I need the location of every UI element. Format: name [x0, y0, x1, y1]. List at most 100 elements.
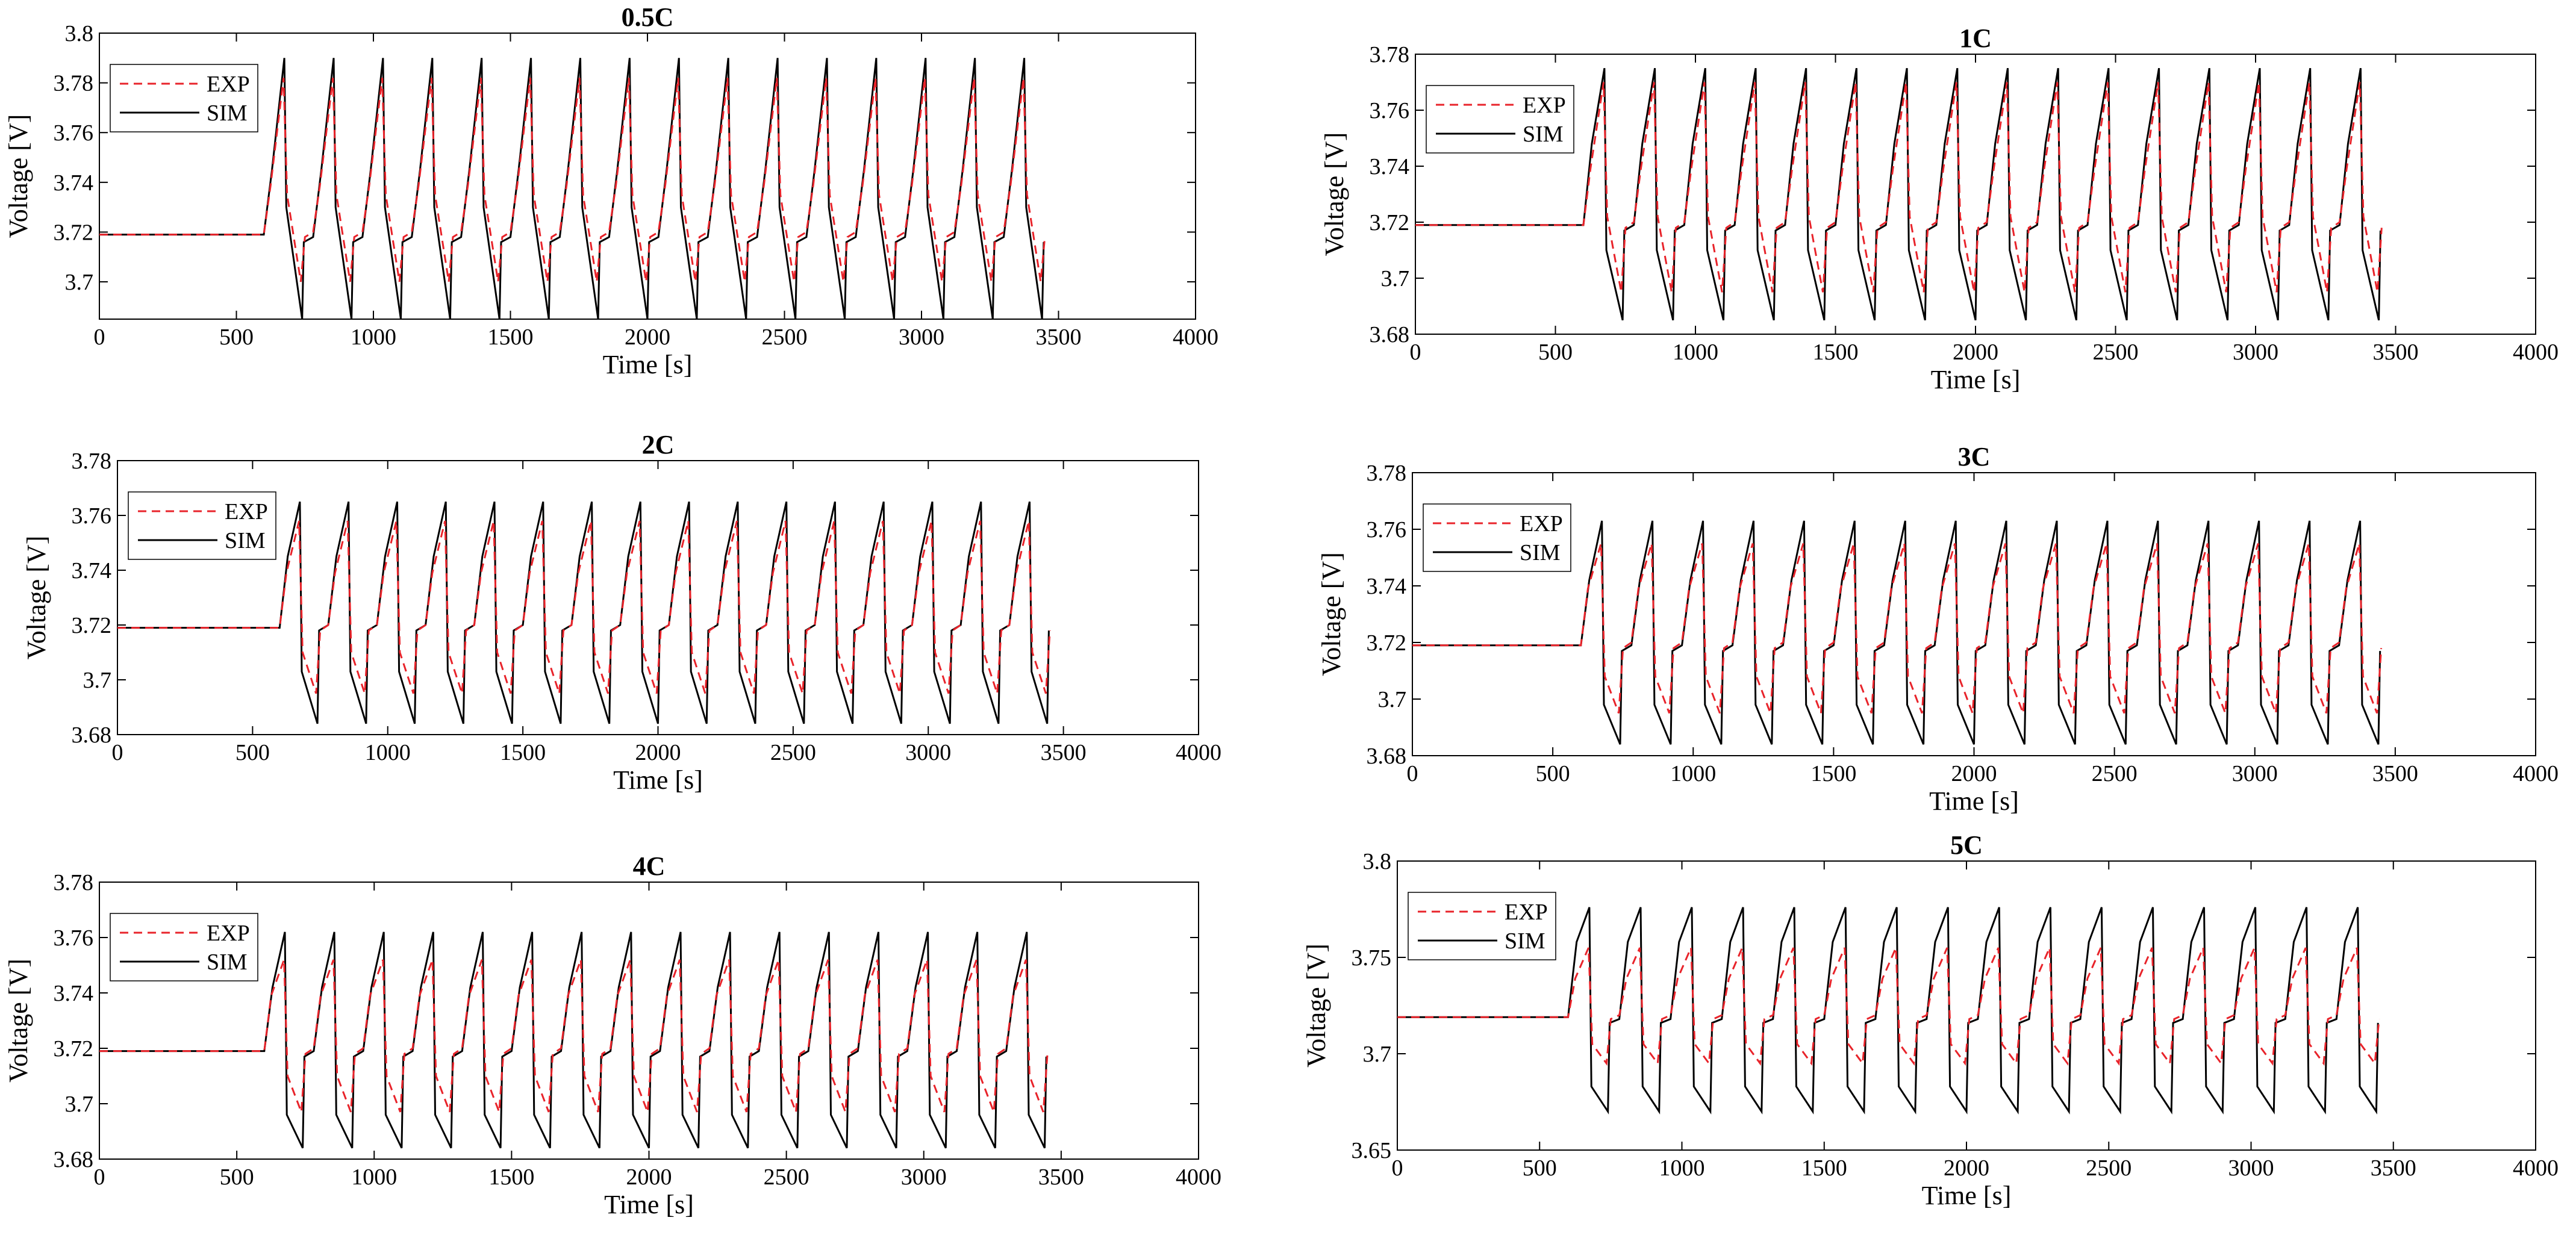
legend-label-exp: EXP [1520, 511, 1563, 536]
series-line-sim [99, 931, 1047, 1149]
x-tick-label: 4000 [1173, 325, 1218, 350]
chart-title: 4C [633, 851, 666, 881]
x-tick-label: 2500 [2093, 340, 2139, 365]
x-tick-label: 500 [235, 740, 270, 765]
x-tick-label: 0 [94, 325, 105, 350]
y-tick-label: 3.78 [1367, 461, 1407, 486]
y-tick-label: 3.75 [1352, 945, 1392, 971]
y-axis-label: Voltage [V] [22, 536, 51, 660]
x-axis-label: Time [s] [1931, 365, 2021, 394]
x-tick-label: 1500 [1801, 1155, 1847, 1181]
y-tick-label: 3.78 [54, 870, 94, 895]
y-tick-label: 3.68 [1370, 322, 1410, 347]
x-tick-label: 3000 [2232, 761, 2278, 786]
x-tick-label: 2000 [1944, 1155, 1989, 1181]
x-tick-label: 3500 [2373, 340, 2419, 365]
series-line-sim [117, 501, 1050, 724]
legend: EXP SIM [110, 913, 258, 981]
y-tick-label: 3.7 [65, 1092, 94, 1117]
y-tick-label: 3.76 [1367, 517, 1407, 543]
series-line-exp [99, 78, 1046, 282]
x-tick-label: 1000 [365, 740, 411, 765]
x-tick-label: 500 [1523, 1155, 1557, 1181]
x-tick-label: 3000 [2233, 340, 2278, 365]
y-tick-label: 3.68 [1367, 744, 1407, 769]
x-tick-label: 500 [220, 1165, 254, 1190]
x-tick-label: 0 [112, 740, 123, 765]
y-axis-label: Voltage [V] [4, 959, 33, 1083]
y-tick-label: 3.7 [1381, 266, 1410, 291]
y-tick-label: 3.78 [72, 449, 112, 474]
series-line-sim [1415, 67, 2381, 321]
x-tick-label: 0 [94, 1165, 105, 1190]
y-tick-label: 3.76 [54, 120, 94, 146]
y-tick-label: 3.74 [72, 558, 112, 583]
x-tick-label: 1000 [1670, 761, 1716, 786]
x-axis-label: Time [s] [1922, 1181, 2012, 1210]
subplot-2C: 2C 0 500 1000 1500 2000 2500 3000 3500 4000 3.68 3.… [22, 430, 1221, 795]
y-tick-label: 3.8 [1363, 849, 1392, 874]
chart-title: 2C [642, 430, 675, 459]
series-line-exp [1415, 82, 2383, 293]
subplot-1C: 1C 0 500 1000 1500 2000 2500 3000 3500 4000 3.68 3.… [1320, 23, 2559, 394]
chart-title: 3C [1958, 442, 1991, 471]
x-tick-label: 2500 [762, 325, 808, 350]
subplot-4C: 4C 0 500 1000 1500 2000 2500 3000 3500 4000 3.68 3.… [4, 851, 1221, 1219]
x-tick-label: 1000 [1659, 1155, 1705, 1181]
legend-label-sim: SIM [225, 528, 266, 553]
legend-box [1426, 85, 1574, 154]
y-tick-label: 3.76 [54, 925, 94, 951]
x-tick-label: 1000 [1673, 340, 1718, 365]
x-axis-label: Time [s] [1929, 786, 2019, 816]
chart-title: 1C [1959, 23, 1992, 53]
x-tick-label: 1500 [500, 740, 546, 765]
x-tick-label: 500 [219, 325, 254, 350]
x-tick-label: 2500 [2092, 761, 2138, 786]
x-tick-label: 2500 [770, 740, 816, 765]
legend-box [1423, 503, 1571, 572]
y-axis-label: Voltage [V] [1320, 132, 1349, 257]
x-axis-label: Time [s] [604, 1190, 694, 1219]
legend: EXP SIM [1423, 503, 1571, 572]
y-tick-label: 3.74 [1367, 574, 1407, 599]
series-line-exp [117, 520, 1051, 694]
x-tick-label: 3500 [1038, 1165, 1084, 1190]
x-tick-label: 4000 [2513, 340, 2559, 365]
y-tick-label: 3.7 [1378, 687, 1407, 712]
x-tick-label: 4000 [1176, 740, 1221, 765]
subplot-3C: 3C 0 500 1000 1500 2000 2500 3000 3500 4000 3.68 3.… [1317, 442, 2559, 816]
x-tick-label: 4000 [1176, 1165, 1221, 1190]
y-tick-label: 3.72 [1367, 630, 1407, 656]
x-axis-label: Time [s] [613, 765, 703, 795]
legend-label-sim: SIM [1520, 540, 1561, 565]
x-tick-label: 3000 [901, 1165, 947, 1190]
x-tick-label: 0 [1410, 340, 1421, 365]
x-tick-label: 0 [1392, 1155, 1403, 1181]
chart-title: 5C [1950, 830, 1983, 860]
x-tick-label: 2000 [626, 1165, 672, 1190]
x-tick-label: 4000 [2513, 1155, 2559, 1181]
x-axis-label: Time [s] [603, 350, 693, 379]
legend: EXP SIM [128, 491, 276, 560]
legend: EXP SIM [1426, 85, 1574, 154]
x-tick-label: 1000 [351, 325, 396, 350]
x-tick-label: 0 [1407, 761, 1418, 786]
x-tick-label: 2000 [635, 740, 681, 765]
legend-label-exp: EXP [207, 921, 250, 946]
series-line-exp [99, 959, 1049, 1113]
x-tick-label: 3000 [905, 740, 951, 765]
legend-label-sim: SIM [1505, 928, 1545, 954]
y-tick-label: 3.74 [54, 981, 94, 1006]
y-tick-label: 3.74 [54, 170, 94, 196]
legend: EXP SIM [1408, 892, 1556, 960]
legend-box [128, 491, 276, 560]
series-line-exp [1412, 543, 2383, 714]
x-tick-label: 2000 [1953, 340, 1998, 365]
y-tick-label: 3.72 [72, 613, 112, 638]
y-tick-label: 3.65 [1352, 1138, 1392, 1163]
legend-label-exp: EXP [1505, 900, 1548, 925]
x-tick-label: 2000 [625, 325, 670, 350]
x-tick-label: 1500 [488, 1165, 534, 1190]
x-tick-label: 1500 [1810, 761, 1856, 786]
